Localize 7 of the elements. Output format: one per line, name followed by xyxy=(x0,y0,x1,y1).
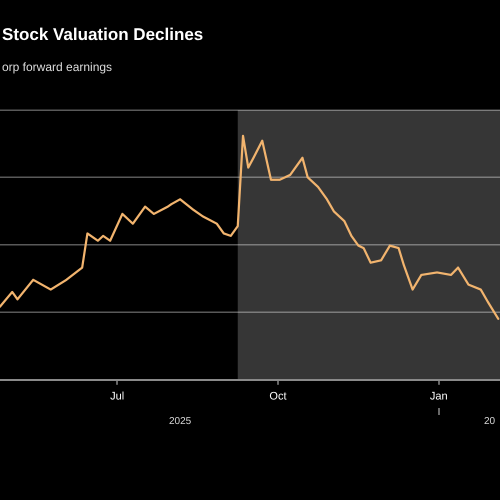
chart-subtitle: orp forward earnings xyxy=(2,60,112,74)
x-tick-label: Jul xyxy=(110,390,124,402)
chart-title: Stock Valuation Declines xyxy=(2,25,204,45)
x-tick-label: Jan xyxy=(430,390,448,402)
x2-tick-label: 2025 xyxy=(168,416,192,427)
x2-tick-label: 20 xyxy=(484,416,496,427)
x-tick-label: Oct xyxy=(269,390,287,402)
